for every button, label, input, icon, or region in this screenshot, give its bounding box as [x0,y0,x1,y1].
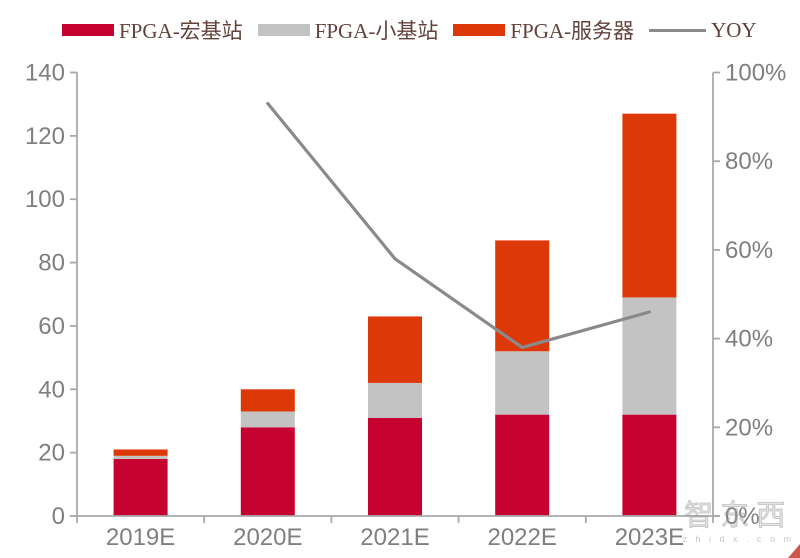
bar-segment-2023e-s1 [622,297,677,415]
x-axis-category-label: 2022E [487,524,556,551]
legend-label: YOY [711,17,757,42]
right-axis-tick-label: 20% [725,414,773,441]
bar-segment-2020e-s2 [240,389,295,412]
legend: FPGA-宏基站 FPGA-小基站 FPGA-服务器 YOY [62,15,757,45]
right-axis-tick-label: 60% [725,237,773,264]
legend-item-0: FPGA-宏基站 [62,15,243,45]
bar-segment-2019e-s1 [113,455,168,459]
x-axis-category-label: 2023E [615,524,684,551]
right-axis-tick-label: 80% [725,148,773,175]
right-axis-tick-label: 40% [725,326,773,353]
legend-label: FPGA-宏基站 [119,19,243,43]
bar-segment-2022e-s1 [495,351,550,415]
legend-line-swatch-icon [649,28,707,32]
left-axis-tick-label: 80 [38,250,65,277]
bar-segment-2019e-s0 [113,458,168,516]
x-axis-category-label: 2020E [233,524,302,551]
left-axis-tick-label: 40 [38,376,65,403]
bar-segment-2021e-s2 [368,316,422,383]
bar-segment-2021e-s0 [368,417,422,516]
legend-color-swatch-icon [62,24,114,36]
bar-segment-2023e-s2 [622,113,677,298]
legend-color-swatch-icon [257,24,310,36]
left-axis-tick-label: 100 [25,186,65,213]
left-axis-tick-label: 120 [25,123,65,150]
legend-label: FPGA-服务器 [510,19,635,43]
bar-segment-2021e-s1 [368,382,422,418]
left-axis-tick-label: 140 [25,60,65,87]
bar-segment-2020e-s0 [240,427,295,516]
bar-segment-2023e-s0 [622,414,677,516]
legend-item-1: FPGA-小基站 [257,15,439,45]
left-axis-tick-label: 0 [52,503,65,530]
bar-segment-2022e-s2 [495,240,550,352]
left-axis-tick-label: 60 [38,313,65,340]
legend-color-swatch-icon [453,24,506,36]
legend-label: FPGA-小基站 [314,19,439,43]
bar-segment-2022e-s0 [495,414,550,516]
yoy-line [266,101,652,350]
right-axis-tick-label: 100% [725,60,786,87]
x-axis-category-label: 2019E [106,524,175,551]
right-axis-tick-label: 0% [725,503,760,530]
legend-item-3: YOY [649,18,757,43]
legend-item-2: FPGA-服务器 [453,15,634,45]
bar-segment-2019e-s2 [113,449,168,456]
left-axis-tick-label: 20 [38,440,65,467]
bar-segment-2020e-s1 [240,411,295,428]
x-axis-category-label: 2021E [360,524,429,551]
corner-accent-shape [788,544,800,558]
